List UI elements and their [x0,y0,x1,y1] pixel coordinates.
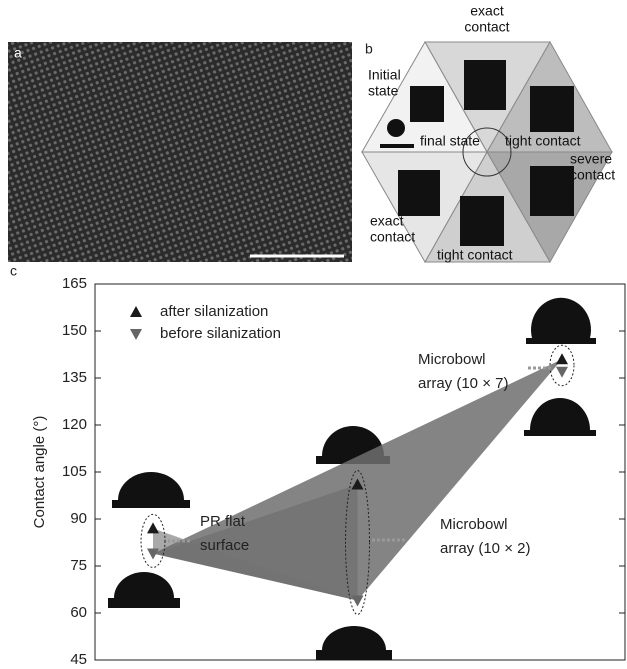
annotation: array (10 × 2) [440,540,530,557]
legend-label: before silanization [160,325,281,342]
y-tick-label: 135 [62,369,87,386]
data-point [352,595,364,606]
annotation: Microbowl [418,351,486,368]
panel-label: a [14,45,22,61]
diagram-label: exact [470,3,504,19]
annotation: surface [200,537,249,554]
y-tick-label: 90 [70,510,87,527]
data-point [556,353,568,364]
legend-marker [130,306,142,317]
y-tick-label: 120 [62,416,87,433]
diagram-label: state [368,83,399,99]
annotation: array (10 × 7) [418,375,508,392]
diagram-label: contact [370,229,415,245]
data-point [147,522,159,533]
diagram-label: contact [464,19,509,35]
y-tick-label: 150 [62,322,87,339]
y-axis-label: Contact angle (°) [31,416,48,529]
panel-label: b [365,41,373,57]
diagram-label: tight contact [505,133,581,149]
data-point [556,367,568,378]
y-tick-label: 75 [70,557,87,574]
diagram-label: contact [570,167,615,183]
diagram-label: Initial [368,67,401,83]
legend-marker [130,329,142,340]
panel-label: c [10,263,17,279]
y-tick-label: 60 [70,604,87,621]
diagram-label: exact [370,213,404,229]
diagram-label: severe [570,151,612,167]
diagram-label: final state [420,133,480,149]
diagram-label: tight contact [437,247,513,263]
annotation: Microbowl [440,516,508,533]
y-tick-label: 45 [70,651,87,664]
y-tick-label: 165 [62,275,87,292]
legend-label: after silanization [160,303,268,320]
y-tick-label: 105 [62,463,87,480]
figure: a b c Contact angle (°) exactcontactInit… [0,0,627,664]
sem-image [8,42,352,262]
annotation: PR flat [200,513,246,530]
